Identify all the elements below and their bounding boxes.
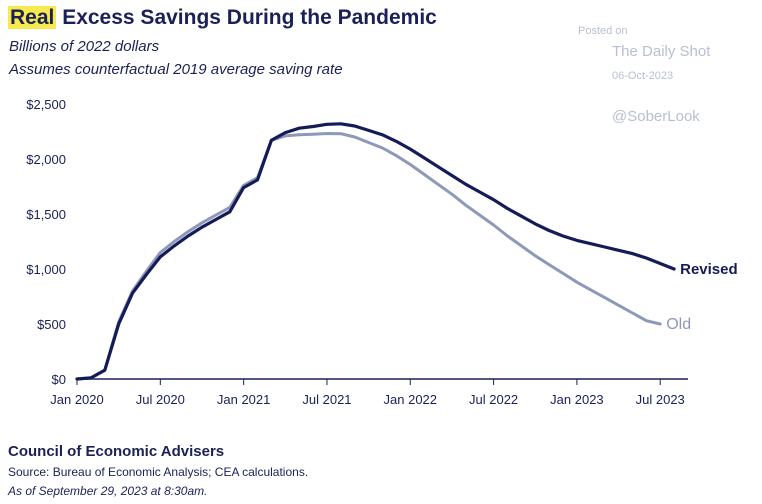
line-chart: $0 $500 $1,000 $1,500 $2,000 $2,500 Jan 2020 Ju… <box>26 97 738 407</box>
watermark-posted-on: Posted on <box>578 25 628 37</box>
watermark-date: 06-Oct-2023 <box>612 70 674 82</box>
footer-asof: As of September 29, 2023 at 8:30am. <box>8 484 208 498</box>
y-tick-label: $500 <box>37 317 66 332</box>
x-tick-label: Jan 2021 <box>217 392 271 407</box>
chart-title: Real Excess Savings During the Pandemic <box>8 6 437 30</box>
title-highlight: Real <box>8 6 57 29</box>
y-tick-label: $1,000 <box>26 262 66 277</box>
watermark-source: The Daily Shot <box>612 43 711 60</box>
y-tick-label: $0 <box>52 372 66 387</box>
y-tick-label: $2,000 <box>26 152 66 167</box>
series-label-revised: Revised <box>680 261 738 278</box>
footer-source: Source: Bureau of Economic Analysis; CEA… <box>8 465 309 479</box>
subtitle-units: Billions of 2022 dollars <box>9 38 160 55</box>
x-tick-label: Jul 2020 <box>136 392 185 407</box>
subtitle-assumption: Assumes counterfactual 2019 average savi… <box>9 61 343 78</box>
footer-org: Council of Economic Advisers <box>8 443 225 460</box>
title-rest: Excess Savings During the Pandemic <box>56 6 437 29</box>
x-tick-label: Jul 2023 <box>636 392 685 407</box>
x-tick-label: Jul 2021 <box>302 392 351 407</box>
series-label-old: Old <box>666 316 691 333</box>
x-tick-label: Jan 2020 <box>50 392 104 407</box>
series-line-revised <box>75 122 676 381</box>
x-tick-label: Jul 2022 <box>469 392 518 407</box>
series-line-old <box>75 132 662 381</box>
x-tick-label: Jan 2023 <box>550 392 604 407</box>
x-tick-label: Jan 2022 <box>384 392 438 407</box>
watermark-handle: @SoberLook <box>612 108 700 125</box>
y-tick-label: $2,500 <box>26 97 66 112</box>
y-tick-label: $1,500 <box>26 207 66 222</box>
